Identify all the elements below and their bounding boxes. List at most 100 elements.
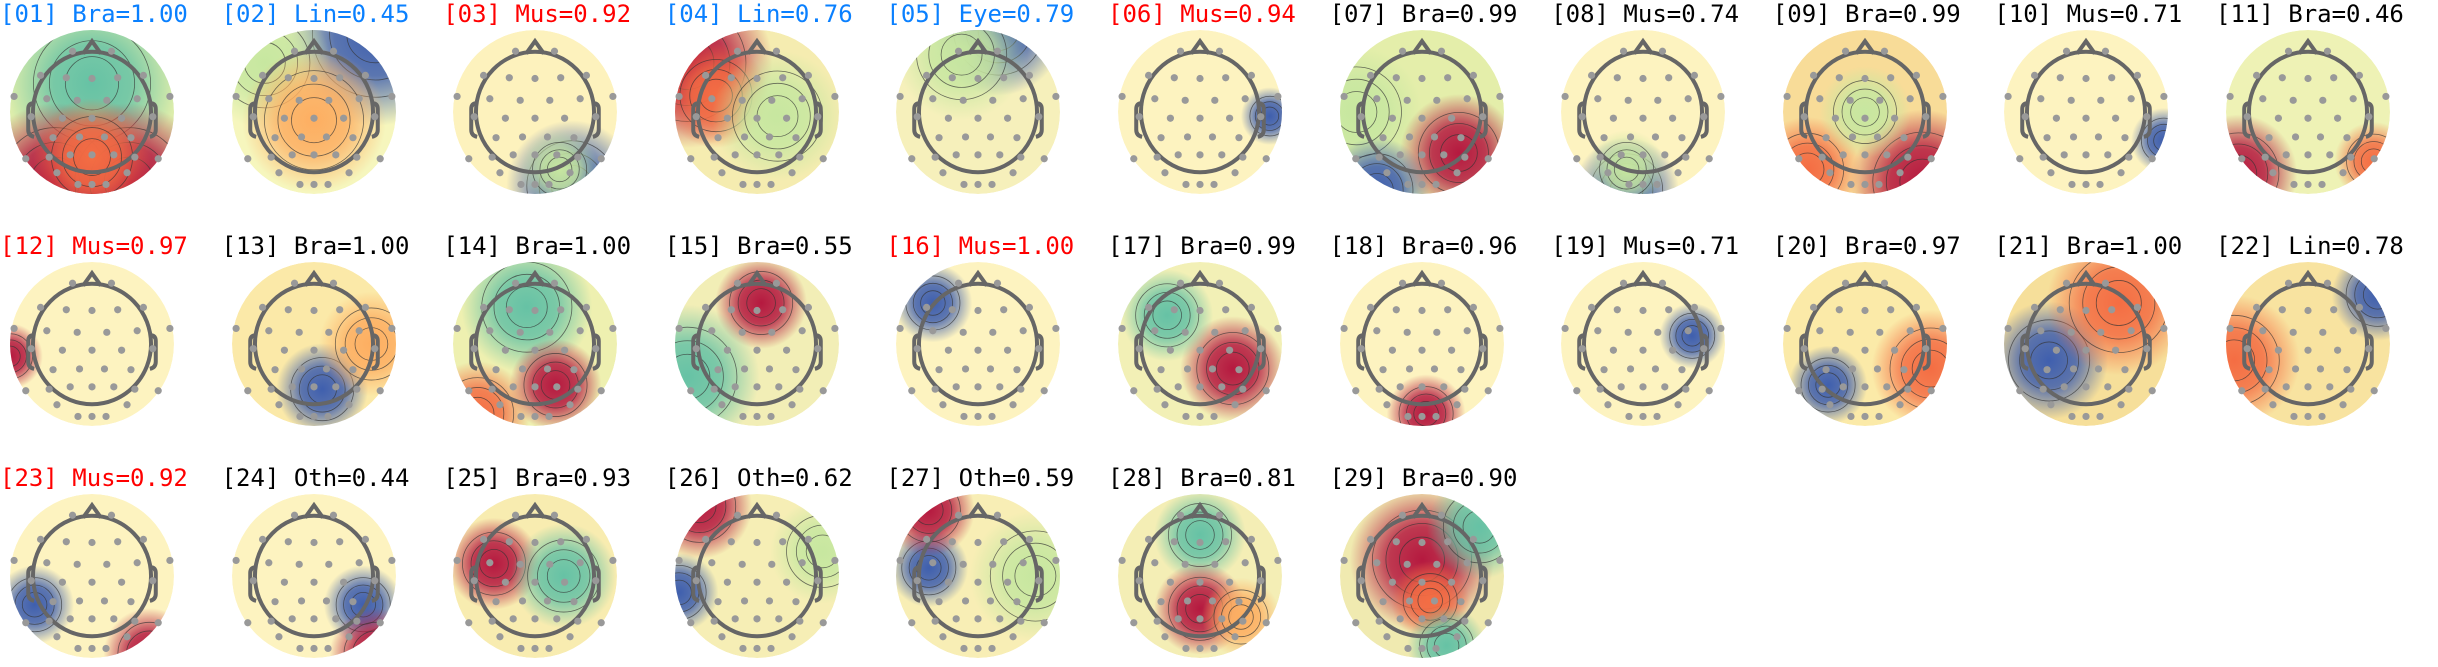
electrode-dot <box>2039 153 2048 161</box>
head-outline <box>474 281 597 407</box>
ear-icon <box>2143 101 2153 139</box>
topomap-svg <box>896 494 1061 658</box>
electrode-dot <box>819 387 827 395</box>
electrode-dot <box>1700 345 1708 353</box>
ear-icon <box>691 101 700 139</box>
electrode-dot <box>1875 96 1884 104</box>
electrode-dot <box>2289 96 2297 104</box>
electrode-dot <box>1174 383 1182 391</box>
electrode-dot <box>114 74 122 82</box>
nose-icon <box>2075 37 2097 55</box>
electrode-dot <box>232 324 240 333</box>
electrode-dot <box>686 619 695 627</box>
electrode-dot <box>133 327 141 335</box>
electrode-dot <box>592 113 600 121</box>
electrode-dot <box>280 346 288 354</box>
electrode-dot <box>1596 153 1604 161</box>
electrode-dot <box>1026 303 1034 311</box>
electrode-dot <box>352 153 361 161</box>
electrode-dot <box>100 597 109 605</box>
electrode-dot <box>996 383 1004 391</box>
electrode-dot <box>486 327 494 335</box>
ear-icon <box>247 333 257 371</box>
electrode-dot <box>2067 328 2076 336</box>
electrode-dot <box>1478 113 1486 121</box>
electrode-dot <box>723 114 731 122</box>
component-title: [14] Bra=1.00 <box>443 232 632 260</box>
electrode-dot <box>2104 383 2112 391</box>
electrode-dot <box>714 366 722 374</box>
electrode-dot <box>58 346 66 354</box>
electrode-dot <box>1153 385 1161 393</box>
electrode-dot <box>1382 633 1391 641</box>
electrode-dot <box>1861 383 1869 391</box>
electrode-dot <box>2096 412 2105 421</box>
electrode-dot <box>1674 401 1682 409</box>
electrode-dot <box>2316 365 2325 373</box>
head-outline <box>917 49 1040 175</box>
electrode-dot <box>519 597 527 605</box>
electrode-dot <box>2304 383 2312 391</box>
electrode-dot <box>102 180 110 189</box>
electrode-dot <box>280 114 288 122</box>
electrode-dot <box>1222 74 1230 82</box>
electrode-dot <box>740 365 748 373</box>
head-outline <box>1582 49 1705 175</box>
electrode-dot <box>908 619 916 627</box>
contour-line <box>1135 283 1200 348</box>
electrode-dot <box>36 535 45 543</box>
head-outline <box>474 49 597 175</box>
electrode-dot <box>1161 633 1169 641</box>
electrode-dot <box>324 328 332 336</box>
electrode-dot <box>1157 366 1165 374</box>
contour-line <box>1398 386 1454 426</box>
component-title: [19] Mus=0.71 <box>1551 232 1740 260</box>
electrode-dot <box>324 412 332 421</box>
electrode-dot <box>100 365 109 373</box>
component-topomap: [15] Bra=0.55 <box>665 232 886 430</box>
electrode-dot <box>264 327 273 335</box>
electrode-dot <box>1247 535 1256 543</box>
electrode-dot <box>1000 74 1008 82</box>
electrode-dot <box>465 619 473 627</box>
electrode-dot <box>1927 155 1935 163</box>
electrode-dot <box>470 345 479 353</box>
electrode-dot <box>738 328 746 336</box>
electrode-dot <box>1456 134 1465 142</box>
electrode-dot <box>2274 346 2282 354</box>
electrode-dot <box>996 151 1004 159</box>
electrode-dot <box>718 633 726 641</box>
electrode-dot <box>804 71 812 79</box>
electrode-dot <box>1417 412 1426 421</box>
electrode-dot <box>1831 346 1839 354</box>
electrode-dot <box>1382 401 1391 409</box>
electrode-dot <box>1176 511 1185 519</box>
electrode-dot <box>949 538 957 546</box>
electrode-dot <box>295 412 304 421</box>
electrode-dot <box>2349 95 2357 103</box>
head-outline <box>695 281 818 407</box>
electrode-dot <box>2143 113 2151 121</box>
electrode-dot <box>1886 306 1895 314</box>
electrode-dot <box>2238 387 2246 395</box>
electrode-dot <box>1215 511 1224 519</box>
electrode-dot <box>68 279 77 287</box>
electrode-dot <box>2347 385 2355 393</box>
electrode-dot <box>1443 306 1451 314</box>
electrode-dot <box>88 114 96 122</box>
electrode-dot <box>2334 346 2342 354</box>
electrode-dot <box>1222 538 1230 546</box>
electrode-dot <box>692 577 700 585</box>
contour-line <box>360 639 390 658</box>
electrode-dot <box>561 114 569 122</box>
electrode-dot <box>387 92 396 101</box>
electrode-dot <box>1921 345 1930 353</box>
electrode-dot <box>1226 114 1234 122</box>
electrode-dot <box>792 366 800 374</box>
electrode-dot <box>22 387 30 395</box>
electrode-dot <box>531 383 539 391</box>
electrode-dot <box>1130 387 1138 395</box>
electrode-dot <box>1218 383 1226 391</box>
electrode-dot <box>271 366 279 374</box>
electrode-dot <box>100 133 109 141</box>
